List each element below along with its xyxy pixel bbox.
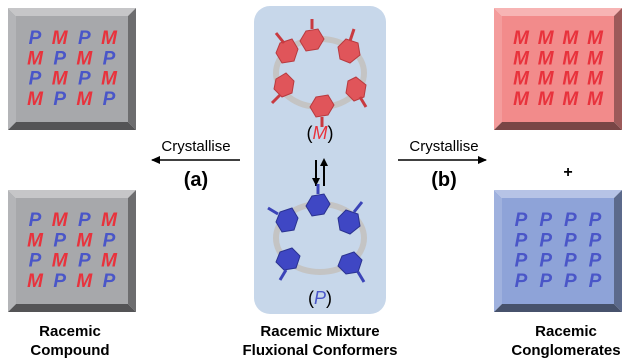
- grid-letter: P: [589, 271, 602, 292]
- arrow-left-tag: (a): [184, 169, 208, 191]
- arrow-right-tag: (b): [431, 169, 457, 191]
- grid-letter: P: [29, 69, 42, 90]
- center-label-line2: Fluxional Conformers: [242, 342, 397, 359]
- grid-letter: M: [52, 210, 69, 231]
- m-conformer-label: (M): [307, 123, 334, 143]
- grid-letter: P: [78, 28, 91, 49]
- grid-letter: M: [587, 28, 604, 49]
- grid-letter: P: [29, 210, 42, 231]
- grid-letter: M: [52, 69, 69, 90]
- grid-letter: M: [587, 69, 604, 90]
- grid-letter: P: [589, 210, 602, 231]
- arrow-left-group: Crystallise (a): [151, 138, 240, 191]
- grid-letter: M: [101, 251, 118, 272]
- grid-letter: M: [562, 48, 579, 69]
- grid-letter: P: [515, 251, 528, 272]
- grid-letter: M: [27, 48, 44, 69]
- grid-letter: P: [539, 210, 552, 231]
- grid-letter: M: [513, 69, 530, 90]
- grid-letter: P: [589, 251, 602, 272]
- grid-letter: P: [53, 230, 66, 251]
- grid-letter: M: [52, 251, 69, 272]
- grid-letter: P: [53, 48, 66, 69]
- grid-letter: M: [76, 230, 93, 251]
- grid-letter: M: [562, 89, 579, 110]
- grid-letter: P: [515, 210, 528, 231]
- right-bottom-box: P P P PP P P PP P P PP P P P: [494, 190, 622, 312]
- grid-letter: P: [539, 230, 552, 251]
- grid-letter: M: [101, 210, 118, 231]
- m-conformer-molecule: [270, 19, 368, 127]
- grid-letter: M: [513, 48, 530, 69]
- grid-letter: P: [564, 230, 577, 251]
- left-label-line2: Compound: [30, 342, 109, 359]
- grid-letter: M: [587, 89, 604, 110]
- grid-letter: P: [103, 89, 116, 110]
- grid-letter: P: [515, 271, 528, 292]
- grid-letter: M: [538, 89, 555, 110]
- grid-letter: P: [29, 251, 42, 272]
- arrow-right-text: Crystallise: [409, 138, 478, 155]
- grid-letter: M: [538, 69, 555, 90]
- grid-letter: M: [27, 230, 44, 251]
- grid-letter: M: [101, 28, 118, 49]
- grid-letter: M: [513, 28, 530, 49]
- grid-letter: M: [76, 48, 93, 69]
- right-label-line1: Racemic: [535, 323, 597, 340]
- grid-letter: M: [538, 48, 555, 69]
- grid-letter: M: [513, 89, 530, 110]
- grid-letter: P: [589, 230, 602, 251]
- left-top-box: P M P MM P M PP M P MM P M P: [8, 8, 136, 130]
- grid-letter: P: [78, 251, 91, 272]
- grid-letter: P: [539, 251, 552, 272]
- grid-letter: P: [515, 230, 528, 251]
- grid-letter: P: [53, 271, 66, 292]
- arrow-left-text: Crystallise: [161, 138, 230, 155]
- grid-letter: M: [587, 48, 604, 69]
- grid-letter: M: [76, 89, 93, 110]
- left-bottom-box: P M P MM P M PP M P MM P M P: [8, 190, 136, 312]
- grid-letter: M: [101, 69, 118, 90]
- plus-sign: +: [563, 164, 572, 181]
- grid-letter: P: [564, 271, 577, 292]
- right-label-line2: Conglomerates: [511, 342, 620, 359]
- grid-letter: P: [564, 210, 577, 231]
- grid-letter: M: [538, 28, 555, 49]
- grid-letter: P: [103, 230, 116, 251]
- grid-letter: P: [103, 48, 116, 69]
- p-conformer-label: (P): [308, 288, 332, 308]
- grid-letter: P: [564, 251, 577, 272]
- grid-letter: P: [539, 271, 552, 292]
- grid-letter: P: [78, 69, 91, 90]
- grid-letter: M: [562, 69, 579, 90]
- grid-letter: P: [29, 28, 42, 49]
- center-panel: [254, 6, 386, 314]
- grid-letter: M: [562, 28, 579, 49]
- grid-letter: P: [53, 89, 66, 110]
- grid-letter: M: [27, 271, 44, 292]
- grid-letter: M: [76, 271, 93, 292]
- grid-letter: M: [52, 28, 69, 49]
- arrow-right-group: Crystallise (b): [398, 138, 487, 191]
- left-label-line1: Racemic: [39, 323, 101, 340]
- grid-letter: P: [103, 271, 116, 292]
- right-top-box: M M M MM M M MM M M MM M M M: [494, 8, 622, 130]
- center-label-line1: Racemic Mixture: [260, 323, 379, 340]
- grid-letter: M: [27, 89, 44, 110]
- p-conformer-molecule: [267, 184, 367, 283]
- equilibrium-arrows: [312, 158, 328, 186]
- grid-letter: P: [78, 210, 91, 231]
